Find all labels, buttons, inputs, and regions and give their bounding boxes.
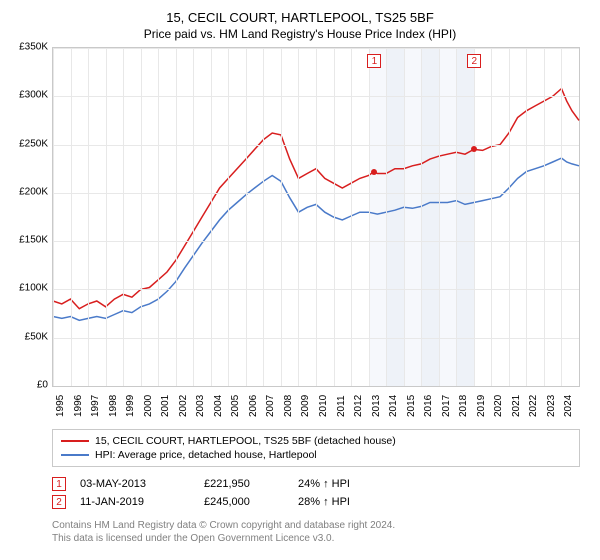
- x-tick-label: 2002: [178, 395, 189, 417]
- x-tick-label: 2022: [528, 395, 539, 417]
- x-tick-label: 1997: [90, 395, 101, 417]
- y-tick-label: £150K: [19, 235, 48, 246]
- x-tick-label: 2012: [353, 395, 364, 417]
- legend-item: 15, CECIL COURT, HARTLEPOOL, TS25 5BF (d…: [61, 434, 571, 448]
- y-tick-label: £300K: [19, 90, 48, 101]
- footer-attribution: Contains HM Land Registry data © Crown c…: [52, 519, 580, 545]
- transaction-price: £245,000: [204, 496, 284, 508]
- y-tick-label: £0: [37, 380, 48, 391]
- x-axis: 1995 1996 1997 1998 1999 2000 2001 2002 2003 2004…: [52, 387, 580, 427]
- x-tick-label: 1999: [125, 395, 136, 417]
- x-tick-label: 2001: [160, 395, 171, 417]
- transaction-hpi: 28% ↑ HPI: [298, 496, 378, 508]
- x-tick-label: 2011: [336, 395, 347, 417]
- legend-swatch: [61, 454, 89, 456]
- x-tick-label: 2010: [318, 395, 329, 417]
- x-tick-label: 2019: [476, 395, 487, 417]
- y-tick-label: £50K: [25, 331, 48, 342]
- x-tick-label: 2007: [265, 395, 276, 417]
- x-tick-label: 2024: [563, 395, 574, 417]
- x-tick-label: 1995: [55, 395, 66, 417]
- x-tick-label: 2008: [283, 395, 294, 417]
- x-tick-label: 2021: [511, 395, 522, 417]
- legend-item: HPI: Average price, detached house, Hart…: [61, 448, 571, 462]
- chart-title: 15, CECIL COURT, HARTLEPOOL, TS25 5BF: [0, 0, 600, 25]
- chart-legend: 15, CECIL COURT, HARTLEPOOL, TS25 5BF (d…: [52, 429, 580, 467]
- x-tick-label: 2013: [371, 395, 382, 417]
- y-tick-label: £250K: [19, 138, 48, 149]
- x-tick-label: 2005: [230, 395, 241, 417]
- x-tick-label: 2000: [143, 395, 154, 417]
- transaction-row: 2 11-JAN-2019 £245,000 28% ↑ HPI: [52, 493, 580, 511]
- sale-marker: 1: [367, 54, 381, 68]
- legend-label: HPI: Average price, detached house, Hart…: [95, 449, 317, 461]
- legend-swatch: [61, 440, 89, 442]
- y-tick-label: £100K: [19, 283, 48, 294]
- chart-subtitle: Price paid vs. HM Land Registry's House …: [0, 25, 600, 47]
- footer-line1: Contains HM Land Registry data © Crown c…: [52, 519, 580, 532]
- transaction-marker: 1: [52, 477, 66, 491]
- transaction-hpi: 24% ↑ HPI: [298, 478, 378, 490]
- transaction-date: 11-JAN-2019: [80, 496, 190, 508]
- legend-label: 15, CECIL COURT, HARTLEPOOL, TS25 5BF (d…: [95, 435, 396, 447]
- sale-point: [471, 146, 477, 152]
- x-tick-label: 2003: [195, 395, 206, 417]
- y-axis: £0£50K£100K£150K£200K£250K£300K£350K: [0, 47, 52, 387]
- x-tick-label: 1998: [108, 395, 119, 417]
- transaction-date: 03-MAY-2013: [80, 478, 190, 490]
- x-tick-label: 2023: [546, 395, 557, 417]
- transaction-row: 1 03-MAY-2013 £221,950 24% ↑ HPI: [52, 475, 580, 493]
- x-tick-label: 2004: [213, 395, 224, 417]
- x-tick-label: 2006: [248, 395, 259, 417]
- footer-line2: This data is licensed under the Open Gov…: [52, 532, 580, 545]
- x-tick-label: 2015: [406, 395, 417, 417]
- chart-plot-area: 12: [52, 47, 580, 387]
- x-tick-label: 2020: [493, 395, 504, 417]
- x-tick-label: 2016: [423, 395, 434, 417]
- sale-point: [371, 169, 377, 175]
- transaction-price: £221,950: [204, 478, 284, 490]
- y-tick-label: £200K: [19, 186, 48, 197]
- x-tick-label: 2014: [388, 395, 399, 417]
- x-tick-label: 1996: [73, 395, 84, 417]
- transaction-table: 1 03-MAY-2013 £221,950 24% ↑ HPI 2 11-JAN-201…: [52, 475, 580, 511]
- sale-marker: 2: [467, 54, 481, 68]
- x-tick-label: 2017: [441, 395, 452, 417]
- x-tick-label: 2018: [458, 395, 469, 417]
- transaction-marker: 2: [52, 495, 66, 509]
- x-tick-label: 2009: [300, 395, 311, 417]
- y-tick-label: £350K: [19, 42, 48, 53]
